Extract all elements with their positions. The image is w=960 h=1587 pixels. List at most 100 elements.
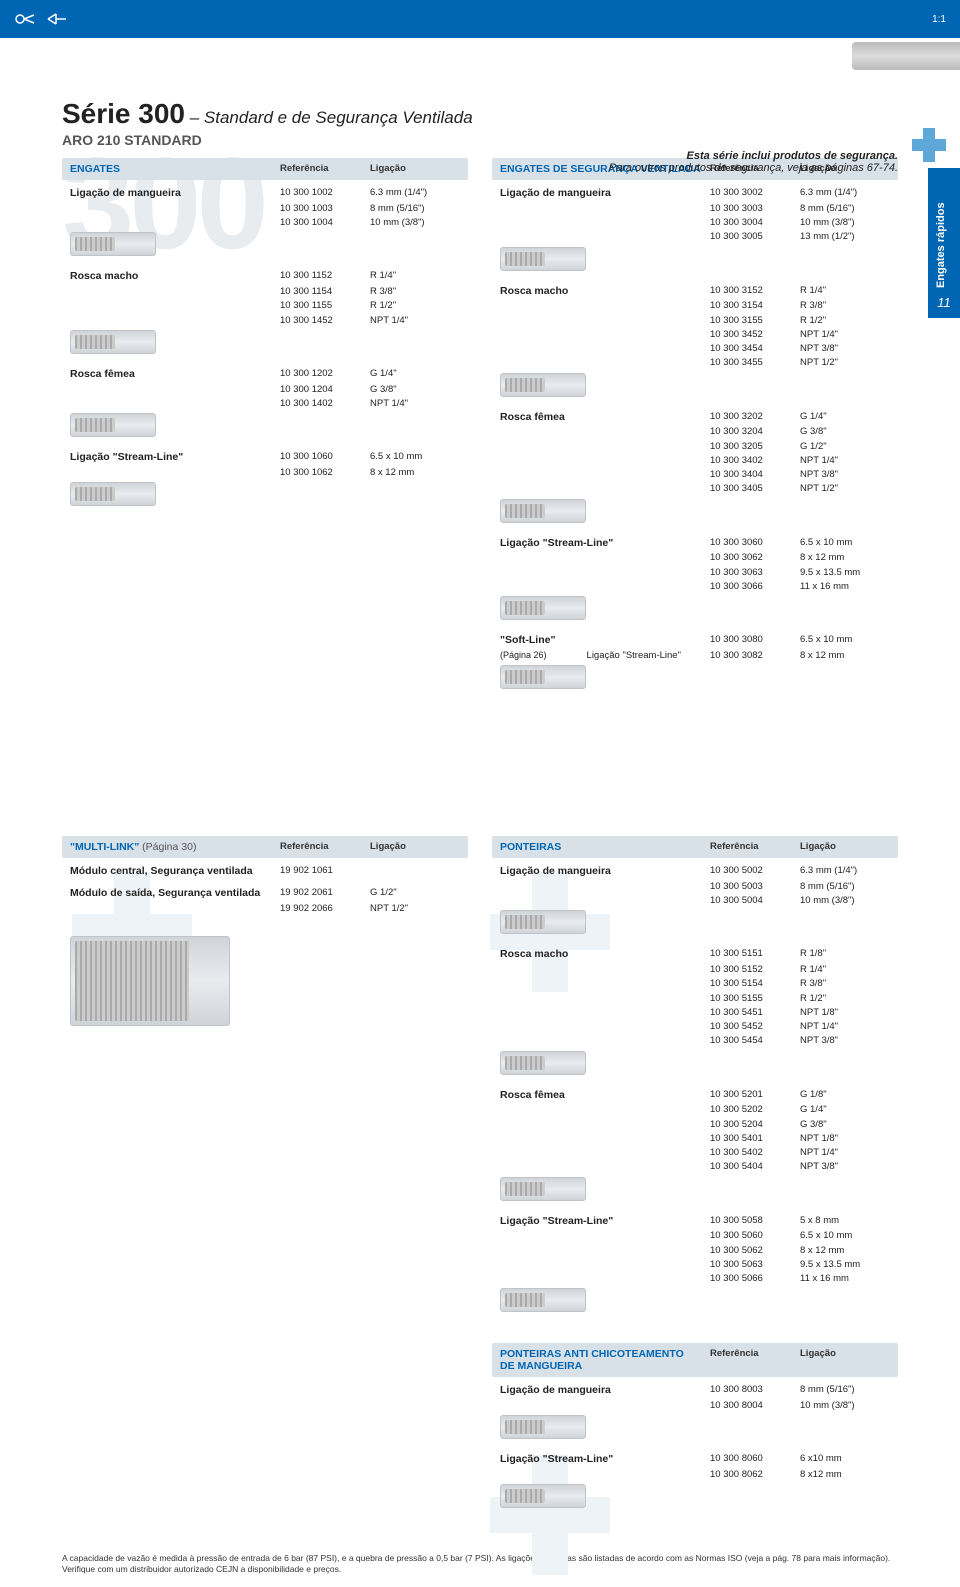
product-image: [70, 413, 156, 437]
ref-cell: 10 300 5062: [710, 1244, 800, 1258]
group-title: Rosca fêmea: [500, 410, 710, 426]
lig-cell: 8 x 12 mm: [370, 466, 460, 480]
data-row: 10 300 10628 x 12 mm: [62, 466, 468, 480]
lig-cell: NPT 3/8": [800, 1034, 890, 1048]
group-title: Ligação de mangueira: [500, 864, 710, 880]
lig-cell: 10 mm (3/8"): [800, 894, 890, 908]
footnote: A capacidade de vazão é medida à pressão…: [0, 1545, 960, 1587]
data-row: 10 300 3454NPT 3/8": [492, 342, 898, 356]
ref-cell: 10 300 3204: [710, 425, 800, 439]
lig-cell: R 3/8": [800, 299, 890, 313]
data-row: 10 300 3452NPT 1/4": [492, 328, 898, 342]
lig-cell: 6.3 mm (1/4"): [370, 186, 460, 202]
ref-cell: 10 300 3155: [710, 314, 800, 328]
ref-cell: 10 300 8062: [710, 1468, 800, 1482]
lig-cell: NPT 1/2": [800, 356, 890, 370]
ref-cell: 10 300 1452: [280, 314, 370, 328]
ref-cell: 10 300 8004: [710, 1399, 800, 1413]
data-row: 10 300 5155R 1/2": [492, 992, 898, 1006]
data-row: 10 300 1155R 1/2": [62, 299, 468, 313]
lig-cell: 6.5 x 10 mm: [370, 450, 460, 466]
lig-cell: 6.5 x 10 mm: [800, 1229, 890, 1243]
lig-cell: NPT 1/2": [370, 902, 460, 916]
ref-cell: 10 300 5404: [710, 1160, 800, 1174]
product-image: [500, 1177, 586, 1201]
lig-cell: NPT 1/4": [370, 397, 460, 411]
lig-cell: NPT 1/8": [800, 1006, 890, 1020]
page-title: Série 300: [62, 98, 185, 129]
ref-cell: 10 300 5451: [710, 1006, 800, 1020]
ref-cell: 10 300 3402: [710, 454, 800, 468]
lig-cell: 9.5 x 13.5 mm: [800, 1258, 890, 1272]
lig-cell: G 3/8": [370, 383, 460, 397]
ref-cell: 19 902 1061: [280, 864, 370, 880]
data-row: 10 300 1154R 3/8": [62, 285, 468, 299]
engates-header: ENGATES Referência Ligação: [62, 158, 468, 180]
ref-cell: 10 300 1004: [280, 216, 370, 230]
group-title: Rosca macho: [500, 947, 710, 963]
lig-cell: NPT 3/8": [800, 342, 890, 356]
group-title: Rosca fêmea: [70, 367, 280, 383]
data-row: 10 300 30639.5 x 13.5 mm: [492, 566, 898, 580]
data-row: 10 300 3155R 1/2": [492, 314, 898, 328]
engates-seg-column: ENGATES DE SEGURANÇA VENTILADA Referênci…: [480, 158, 898, 696]
safety-note: Esta série inclui produtos de segurança.…: [609, 150, 898, 174]
lig-cell: R 3/8": [370, 285, 460, 299]
lig-cell: 6.3 mm (1/4"): [800, 186, 890, 202]
ref-cell: 10 300 3452: [710, 328, 800, 342]
data-group: Módulo central, Segurança ventilada19 90…: [62, 864, 468, 880]
ref-cell: 10 300 5155: [710, 992, 800, 1006]
lig-cell: NPT 1/2": [800, 482, 890, 496]
ref-cell: 10 300 3405: [710, 482, 800, 496]
product-image: [500, 596, 586, 620]
multilink-header: "MULTI-LINK" (Página 30) Referência Liga…: [62, 836, 468, 858]
data-group: Ligação "Stream-Line"10 300 50585 x 8 mm…: [492, 1214, 898, 1320]
data-row: 10 300 5454NPT 3/8": [492, 1034, 898, 1048]
ref-cell: 10 300 5066: [710, 1272, 800, 1286]
ref-cell: 10 300 5151: [710, 947, 800, 963]
data-group: Ligação de mangueira10 300 10026.3 mm (1…: [62, 186, 468, 263]
product-image: [500, 1484, 586, 1508]
data-row: 10 300 306611 x 16 mm: [492, 580, 898, 594]
lig-cell: NPT 1/4": [800, 454, 890, 468]
ref-cell: 10 300 1155: [280, 299, 370, 313]
data-row: 10 300 5402NPT 1/4": [492, 1146, 898, 1160]
ref-cell: 10 300 3152: [710, 284, 800, 300]
ref-cell: 10 300 5003: [710, 880, 800, 894]
multilink-column: "MULTI-LINK" (Página 30) Referência Liga…: [62, 836, 480, 1515]
ponteiras-column: PONTEIRAS Referência Ligação Ligação de …: [480, 836, 898, 1515]
ref-cell: 10 300 3205: [710, 440, 800, 454]
lig-cell: 5 x 8 mm: [800, 1214, 890, 1230]
lig-cell: R 1/2": [800, 992, 890, 1006]
ref-cell: 10 300 5063: [710, 1258, 800, 1272]
lig-cell: 6 x10 mm: [800, 1452, 890, 1468]
ref-cell: 10 300 3005: [710, 230, 800, 244]
lig-cell: NPT 1/4": [800, 328, 890, 342]
ref-cell: 10 300 3060: [710, 536, 800, 552]
lig-cell: R 1/2": [370, 299, 460, 313]
lig-cell: 9.5 x 13.5 mm: [800, 566, 890, 580]
ref-cell: 10 300 5058: [710, 1214, 800, 1230]
lig-cell: R 1/2": [800, 314, 890, 328]
ref-cell: 10 300 3454: [710, 342, 800, 356]
group-title: Módulo de saída, Segurança ventilada: [70, 886, 280, 902]
ref-cell: 10 300 5201: [710, 1088, 800, 1104]
data-row: 10 300 100410 mm (3/8"): [62, 216, 468, 230]
ref-cell: 10 300 5401: [710, 1132, 800, 1146]
data-row: 10 300 5401NPT 1/8": [492, 1132, 898, 1146]
lig-cell: R 1/4": [800, 284, 890, 300]
ref-cell: 10 300 3080: [710, 633, 800, 649]
data-row: 10 300 5154R 3/8": [492, 977, 898, 991]
data-row: 10 300 3154R 3/8": [492, 299, 898, 313]
data-row: 10 300 3402NPT 1/4": [492, 454, 898, 468]
lig-cell: 11 x 16 mm: [800, 580, 890, 594]
ref-cell: 10 300 1204: [280, 383, 370, 397]
group-title: Rosca macho: [70, 269, 280, 285]
data-row: 10 300 80628 x12 mm: [492, 1468, 898, 1482]
product-image: [500, 373, 586, 397]
lig-cell: G 3/8": [800, 425, 890, 439]
lig-cell: 8 x 12 mm: [800, 551, 890, 565]
product-image: [500, 910, 586, 934]
lig-cell: NPT 1/4": [370, 314, 460, 328]
group-title: Módulo central, Segurança ventilada: [70, 864, 280, 880]
